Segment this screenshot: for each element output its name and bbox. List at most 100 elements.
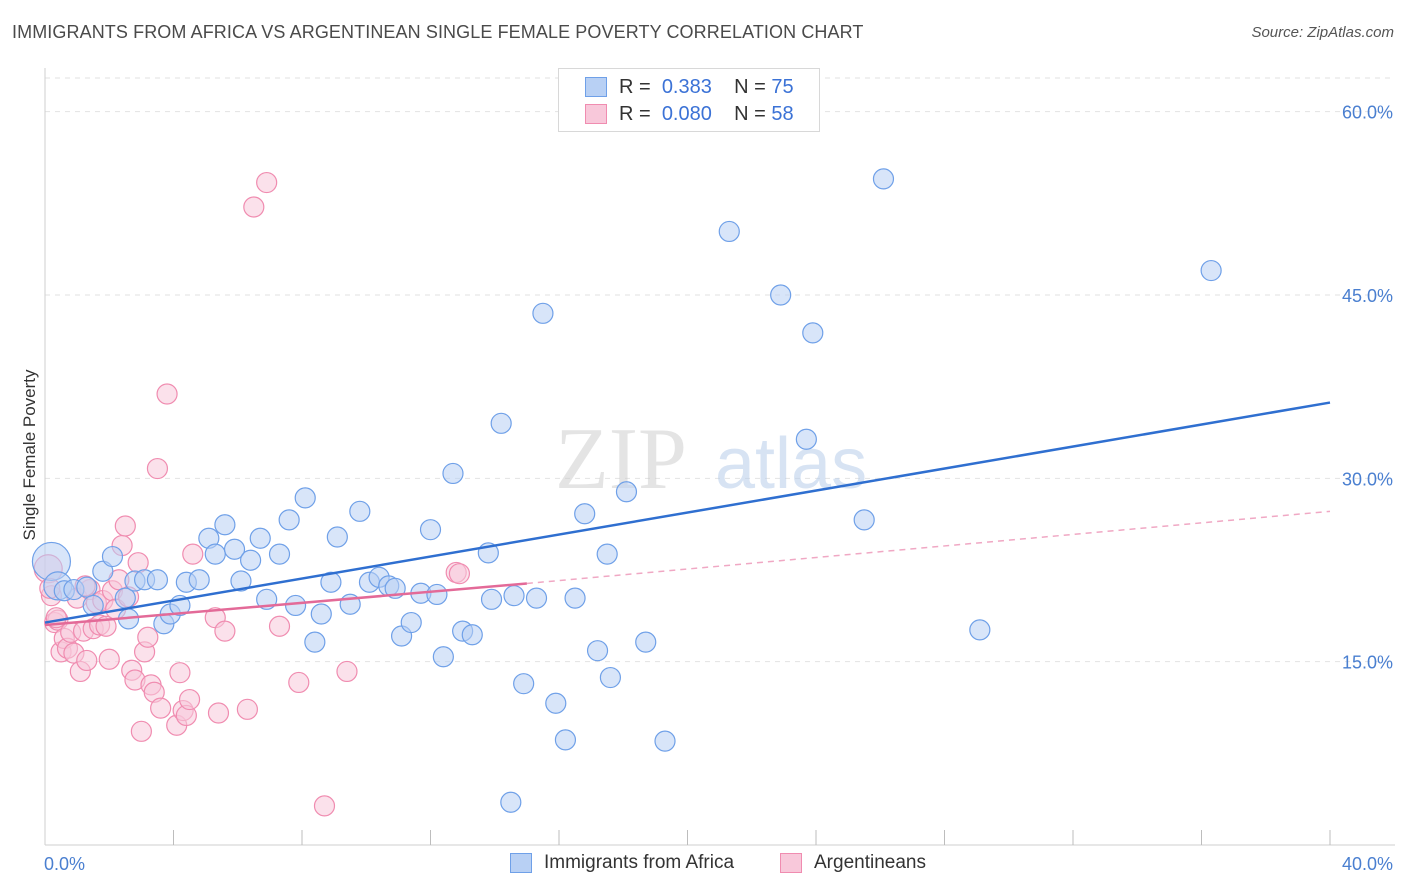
bottom-legend-label-africa: Immigrants from Africa bbox=[544, 852, 735, 873]
africa-point bbox=[1200, 259, 1222, 282]
argentineans-point bbox=[256, 171, 278, 194]
argentineans-point bbox=[146, 457, 169, 480]
africa-point bbox=[564, 587, 586, 609]
bottom-legend: Immigrants from Africa Argentineans bbox=[0, 852, 1406, 878]
argentineans-point bbox=[137, 626, 159, 648]
legend-swatch-argentineans bbox=[585, 104, 607, 124]
africa-point bbox=[76, 576, 98, 598]
argentineans-point bbox=[268, 615, 291, 637]
legend-n-value: 75 bbox=[771, 75, 794, 98]
argentineans-point bbox=[336, 660, 358, 683]
africa-point bbox=[490, 412, 512, 434]
africa-point bbox=[326, 526, 348, 548]
africa-point bbox=[426, 583, 448, 606]
africa-point bbox=[146, 569, 169, 591]
y-tick-labels: 15.0% 30.0% 45.0% 60.0% bbox=[1342, 103, 1393, 673]
argentineans-point bbox=[98, 648, 120, 670]
africa-point bbox=[615, 481, 638, 503]
y-tick-label: 45.0% bbox=[1342, 286, 1393, 306]
africa-point bbox=[500, 791, 522, 813]
africa-point bbox=[268, 543, 291, 565]
africa-point bbox=[525, 587, 548, 609]
axes bbox=[44, 68, 1395, 846]
legend-r-value: 0.383 bbox=[661, 75, 712, 98]
africa-point bbox=[240, 549, 262, 571]
bottom-legend-swatch-argentineans bbox=[780, 853, 802, 873]
argentineans-point bbox=[214, 620, 236, 642]
watermark-atlas: atlas bbox=[715, 424, 867, 504]
legend-r-label: R = bbox=[619, 102, 651, 125]
chart-title: IMMIGRANTS FROM AFRICA VS ARGENTINEAN SI… bbox=[12, 22, 864, 42]
legend-n-value: 58 bbox=[771, 102, 794, 125]
argentineans-trend-extension bbox=[526, 510, 1331, 585]
africa-point bbox=[278, 509, 300, 531]
africa-point bbox=[461, 624, 483, 646]
argentineans-point bbox=[182, 543, 204, 565]
africa-point bbox=[214, 514, 236, 536]
legend-n-label: N = bbox=[734, 102, 766, 125]
africa-point bbox=[249, 527, 271, 549]
africa-point bbox=[770, 284, 792, 306]
africa-point bbox=[853, 509, 875, 531]
argentineans-point bbox=[178, 688, 201, 711]
argentineans-point bbox=[288, 671, 310, 694]
africa-point bbox=[294, 487, 316, 509]
africa-point bbox=[586, 640, 609, 662]
africa-point bbox=[320, 571, 342, 593]
argentineans-point bbox=[156, 383, 178, 405]
africa-point bbox=[204, 543, 226, 565]
legend: R = 0.383 N = 75 R = 0.080 N = 58 bbox=[558, 68, 820, 132]
bottom-legend-swatch-africa bbox=[510, 853, 532, 873]
africa-point bbox=[230, 570, 252, 592]
africa-point bbox=[574, 503, 596, 525]
africa-point bbox=[310, 603, 332, 625]
africa-point bbox=[596, 543, 618, 565]
argentineans-point bbox=[130, 720, 152, 742]
africa-point bbox=[554, 729, 577, 751]
legend-row-argentineans: R = 0.080 N = 58 bbox=[585, 101, 794, 127]
africa-point bbox=[872, 168, 895, 190]
argentineans-point bbox=[76, 649, 98, 672]
argentineans-point bbox=[207, 702, 230, 724]
africa-point bbox=[635, 631, 657, 653]
argentineans-point bbox=[236, 698, 258, 720]
argentineans-point bbox=[169, 662, 191, 684]
africa-point bbox=[795, 428, 817, 450]
legend-swatch-africa bbox=[585, 77, 607, 97]
legend-row-africa: R = 0.383 N = 75 bbox=[585, 74, 794, 100]
africa-point bbox=[188, 569, 210, 591]
argentineans-point bbox=[243, 196, 265, 218]
africa-point bbox=[503, 585, 525, 607]
x-tick-label-max: 40.0% bbox=[1342, 854, 1393, 874]
bottom-legend-label-argentineans: Argentineans bbox=[814, 852, 926, 873]
africa-point bbox=[432, 646, 454, 668]
africa-point bbox=[442, 462, 464, 485]
africa-point bbox=[969, 619, 991, 641]
africa-point bbox=[545, 692, 567, 714]
legend-r-label: R = bbox=[619, 75, 651, 98]
africa-point bbox=[400, 611, 422, 634]
africa-point bbox=[480, 588, 503, 610]
x-tick-label-min: 0.0% bbox=[44, 854, 85, 874]
y-tick-label: 30.0% bbox=[1342, 469, 1393, 489]
y-axis-label: Single Female Poverty bbox=[20, 369, 39, 541]
africa-point bbox=[599, 666, 622, 689]
argentineans-point bbox=[448, 563, 471, 585]
bottom-legend-africa: Immigrants from Africa bbox=[510, 852, 734, 874]
argentineans-trend-line bbox=[44, 582, 527, 627]
y-tick-label: 15.0% bbox=[1342, 653, 1393, 673]
africa-trend-line bbox=[44, 401, 1331, 624]
africa-point bbox=[284, 594, 307, 617]
data-points bbox=[31, 168, 1222, 817]
africa-point bbox=[532, 302, 554, 324]
africa-point bbox=[349, 500, 371, 522]
bottom-legend-argentineans: Argentineans bbox=[780, 852, 926, 874]
africa-point bbox=[101, 545, 124, 568]
africa-point bbox=[223, 538, 246, 560]
africa-point bbox=[304, 631, 326, 653]
africa-point bbox=[802, 322, 824, 344]
argentineans-point bbox=[313, 795, 336, 817]
legend-r-value: 0.080 bbox=[661, 102, 712, 125]
argentineans-point bbox=[150, 697, 172, 719]
